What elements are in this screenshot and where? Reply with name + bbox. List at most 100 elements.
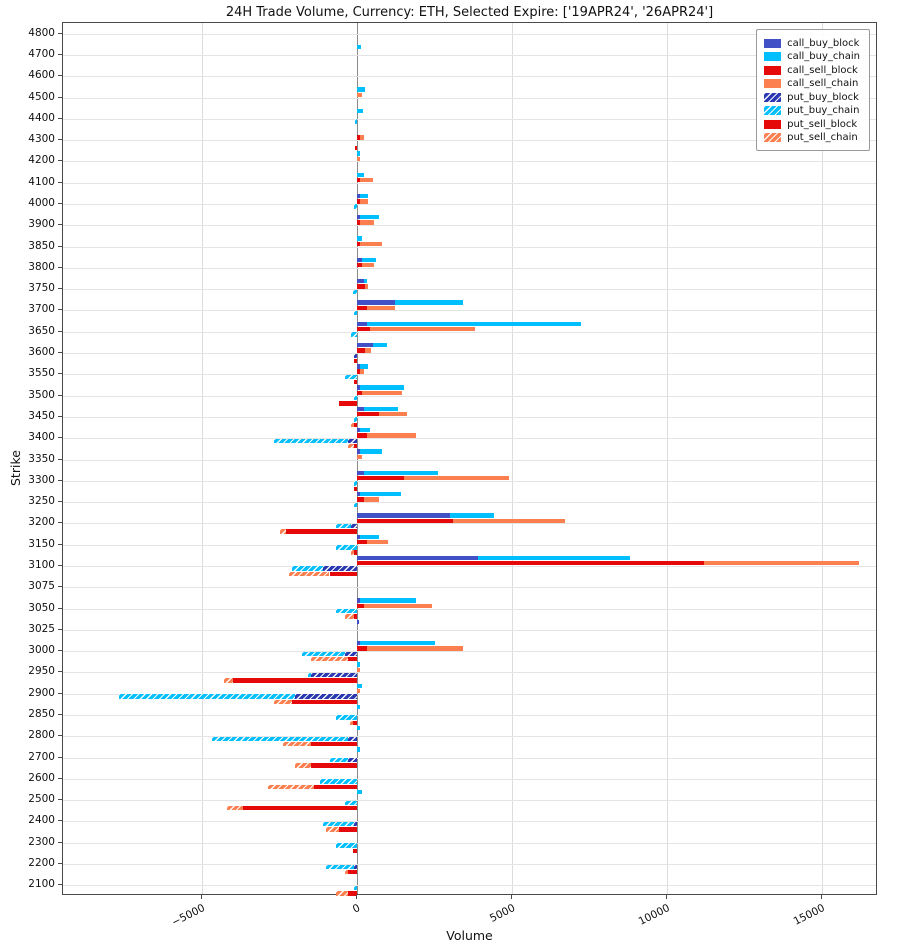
- call_buy_chain-bar: [450, 513, 494, 518]
- put_buy_block-bar: [295, 694, 358, 699]
- put_sell_block-bar: [354, 444, 358, 449]
- y-tick-label: 3600: [28, 346, 55, 359]
- y-tick-mark: [58, 437, 62, 439]
- y-tick-mark: [58, 777, 62, 779]
- y-tick-label: 4500: [28, 90, 55, 103]
- call_sell_chain-bar: [362, 390, 403, 396]
- put_buy_chain-bar: [323, 821, 355, 827]
- y-tick-label: 3700: [28, 303, 55, 316]
- put_sell_block-bar: [348, 869, 358, 875]
- y-tick-label: 3500: [28, 388, 55, 401]
- y-tick-mark: [58, 458, 62, 460]
- legend-label-put_buy_chain: put_buy_chain: [787, 105, 860, 116]
- put_sell_chain-bar: [310, 656, 349, 662]
- legend-label-put_buy_block: put_buy_block: [787, 91, 859, 103]
- put_buy_block-bar: [354, 353, 358, 358]
- call_sell_block-bar: [357, 284, 366, 289]
- call_buy_block-bar: [357, 300, 395, 305]
- legend-label-call_sell_block: call_sell_block: [787, 64, 858, 76]
- call_buy_chain-bar: [363, 278, 367, 284]
- x-axis-label: Volume: [446, 928, 493, 943]
- y-tick-mark: [58, 53, 62, 55]
- y-gridline: [63, 885, 876, 887]
- y-tick-mark: [58, 32, 62, 34]
- call_sell_chain-bar: [453, 518, 565, 523]
- y-tick-mark: [58, 799, 62, 801]
- y-gridline: [63, 33, 876, 35]
- y-tick-label: 2600: [28, 771, 55, 784]
- call_sell_chain-bar: [704, 561, 860, 566]
- put_buy_block-bar: [310, 672, 358, 678]
- put_sell_block-bar: [354, 614, 358, 619]
- put_buy_chain-bar: [354, 885, 358, 891]
- call_buy_chain-bar: [357, 662, 361, 667]
- x-tick-mark: [201, 895, 203, 899]
- put_sell_block-bar: [310, 763, 358, 768]
- y-gridline: [63, 140, 876, 142]
- put_buy_chain-bar: [307, 672, 311, 678]
- call_buy_block-bar: [357, 555, 479, 561]
- put_buy_block-bar: [323, 566, 358, 571]
- call_sell_block-bar: [357, 369, 361, 374]
- put_sell_block-bar: [354, 145, 358, 151]
- put_sell_chain-bar: [289, 571, 330, 577]
- call_buy_chain-bar: [357, 108, 363, 113]
- x-gridline: [202, 23, 204, 894]
- put_sell_block-swatch-icon: [764, 119, 782, 129]
- call_buy_chain-bar: [363, 470, 438, 475]
- y-gridline: [63, 629, 876, 631]
- y-tick-label: 2200: [28, 857, 55, 870]
- legend-item: call_sell_chain: [764, 78, 860, 89]
- call_buy_chain-bar: [360, 491, 401, 497]
- y-tick-mark: [58, 160, 62, 162]
- put_buy_chain-bar: [352, 289, 358, 294]
- legend-item: call_sell_block: [764, 65, 860, 76]
- call_buy_block-bar: [357, 640, 361, 646]
- legend-item: call_buy_block: [764, 38, 860, 49]
- y-gridline: [63, 353, 876, 355]
- call_sell_block-bar: [357, 220, 361, 225]
- call_sell_chain-bar: [357, 156, 361, 161]
- y-tick-label: 4600: [28, 69, 55, 82]
- y-gridline: [63, 693, 876, 695]
- put_sell_chain-swatch-icon: [764, 133, 782, 142]
- y-gridline: [63, 310, 876, 312]
- y-tick-label: 2900: [28, 686, 55, 699]
- y-gridline: [63, 800, 876, 802]
- y-tick-mark: [58, 564, 62, 566]
- y-tick-label: 3550: [28, 367, 55, 380]
- y-tick-label: 3075: [28, 580, 55, 593]
- y-gridline: [63, 289, 876, 291]
- call_sell_chain-bar: [369, 326, 476, 332]
- call_sell_chain-bar: [360, 369, 364, 374]
- y-gridline: [63, 395, 876, 397]
- y-tick-mark: [58, 628, 62, 630]
- y-tick-mark: [58, 139, 62, 141]
- y-tick-label: 3025: [28, 622, 55, 635]
- call_buy_block-bar: [357, 513, 451, 518]
- x-gridline: [822, 23, 824, 894]
- call_sell_chain-bar: [360, 199, 369, 204]
- call_sell_chain-bar: [366, 305, 395, 310]
- call_buy_chain-bar: [357, 44, 362, 50]
- y-tick-label: 3400: [28, 431, 55, 444]
- call_buy_chain-bar: [360, 449, 383, 454]
- y-tick-mark: [58, 224, 62, 226]
- put_sell_block-bar: [242, 805, 358, 811]
- y-tick-label: 4000: [28, 196, 55, 209]
- y-gridline: [63, 97, 876, 99]
- legend-label-put_sell_chain: put_sell_chain: [787, 132, 858, 143]
- put_buy_chain-bar: [354, 396, 358, 401]
- put_buy_chain-bar: [354, 417, 358, 422]
- put_sell_block-bar: [348, 656, 358, 662]
- x-tick-label: 5000: [487, 902, 517, 925]
- y-tick-label: 3750: [28, 282, 55, 295]
- y-gridline: [63, 76, 876, 78]
- call_sell_chain-bar: [362, 263, 375, 268]
- call_sell_chain-bar: [403, 475, 510, 481]
- put_sell_block-bar: [338, 401, 358, 406]
- call_sell_block-bar: [357, 348, 366, 353]
- call_sell_chain-bar: [357, 454, 363, 459]
- y-tick-mark: [58, 117, 62, 119]
- put_buy_chain-bar: [211, 736, 349, 742]
